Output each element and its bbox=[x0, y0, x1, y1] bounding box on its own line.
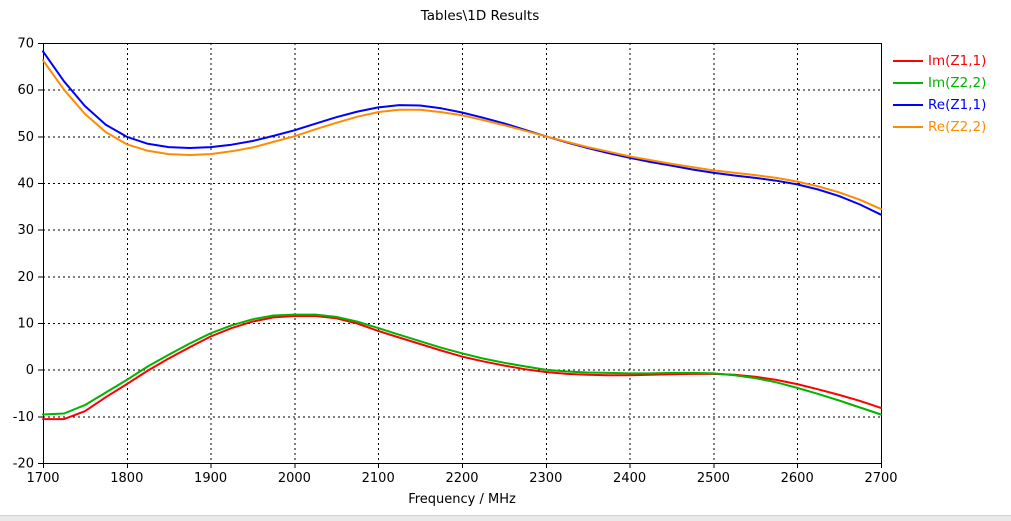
axis-ticks bbox=[38, 43, 882, 468]
x-tick-label: 2300 bbox=[529, 471, 562, 486]
curve-re-z1-1 bbox=[42, 50, 882, 216]
curve-im-z2-2 bbox=[42, 313, 882, 416]
x-tick-label: 2000 bbox=[278, 471, 311, 486]
y-tick-label: 20 bbox=[17, 270, 34, 285]
x-tick-label: 2400 bbox=[613, 471, 646, 486]
legend: Im(Z1,1) Im(Z2,2) Re(Z1,1) Re(Z2,2) bbox=[893, 50, 986, 138]
legend-swatch-re-z11 bbox=[893, 104, 923, 106]
x-tick-label: 1800 bbox=[110, 471, 143, 486]
curve-re-z2-2 bbox=[42, 59, 882, 211]
legend-label-im-z22: Im(Z2,2) bbox=[928, 75, 987, 91]
y-tick-label: 50 bbox=[17, 130, 34, 145]
footer-bar bbox=[0, 515, 1011, 521]
x-tick-label: 1700 bbox=[26, 471, 59, 486]
legend-item-re-z11[interactable]: Re(Z1,1) bbox=[893, 94, 986, 116]
y-tick-label: -20 bbox=[13, 457, 34, 472]
chart-title: Tables\1D Results bbox=[420, 8, 540, 24]
x-tick-label: 2200 bbox=[445, 471, 478, 486]
legend-label-re-z22: Re(Z2,2) bbox=[928, 119, 987, 135]
x-tick-label: 2100 bbox=[362, 471, 395, 486]
x-tick-label: 2700 bbox=[864, 471, 897, 486]
x-tick-label: 1900 bbox=[194, 471, 227, 486]
gridlines bbox=[43, 43, 881, 463]
x-tick-label: 2500 bbox=[697, 471, 730, 486]
legend-item-im-z22[interactable]: Im(Z2,2) bbox=[893, 72, 986, 94]
x-axis-title: Frequency / MHz bbox=[408, 492, 516, 507]
legend-swatch-im-z11 bbox=[893, 60, 923, 62]
tick-labels: 1700 1800 1900 2000 2100 2200 2300 2400 2500 2600… bbox=[13, 37, 898, 487]
y-tick-label: -10 bbox=[13, 410, 34, 425]
legend-label-im-z11: Im(Z1,1) bbox=[928, 53, 987, 69]
legend-item-im-z11[interactable]: Im(Z1,1) bbox=[893, 50, 986, 72]
legend-label-re-z11: Re(Z1,1) bbox=[928, 97, 987, 113]
y-tick-label: 30 bbox=[17, 223, 34, 238]
legend-swatch-im-z22 bbox=[893, 82, 923, 84]
y-tick-label: 0 bbox=[26, 363, 34, 378]
legend-item-re-z22[interactable]: Re(Z2,2) bbox=[893, 116, 986, 138]
y-tick-label: 40 bbox=[17, 177, 34, 192]
x-tick-label: 2600 bbox=[781, 471, 814, 486]
y-tick-label: 10 bbox=[17, 317, 34, 332]
y-tick-label: 60 bbox=[17, 83, 34, 98]
legend-swatch-re-z22 bbox=[893, 126, 923, 128]
y-tick-label: 70 bbox=[17, 37, 34, 52]
